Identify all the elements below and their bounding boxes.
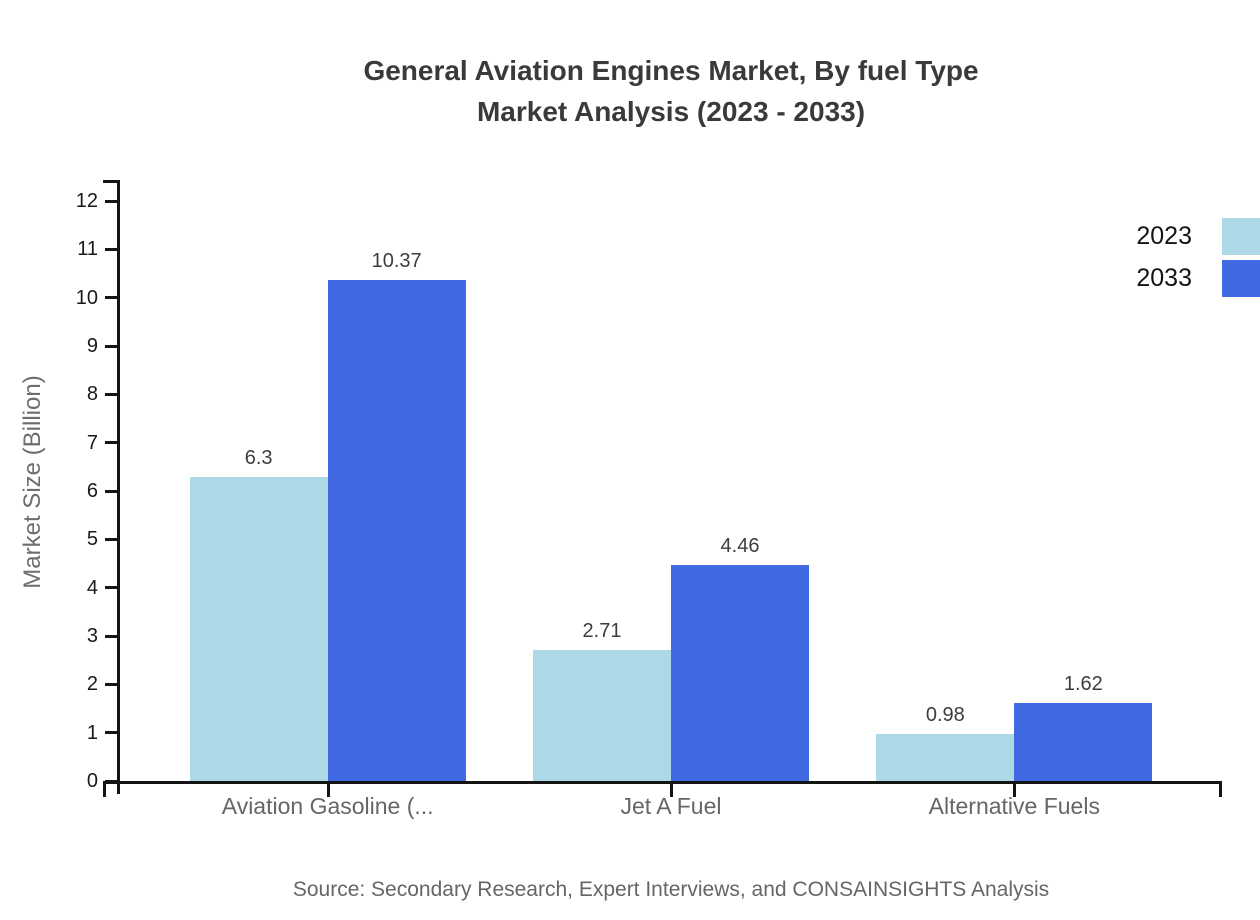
bar-value-label: 1.62 [1063, 672, 1103, 695]
y-tick-label: 5 [86, 528, 98, 551]
x-axis-end-cap [1219, 783, 1222, 797]
chart-title-line2: Market Analysis (2023 - 2033) [476, 96, 866, 127]
y-axis-line [117, 180, 120, 794]
bar-column: 2.71 [532, 620, 671, 781]
bar-group: 0.98 1.62 [843, 180, 1186, 781]
bar-2023-3[interactable] [876, 733, 1015, 781]
bar-column: 4.46 [670, 535, 809, 781]
bar-column: 0.98 [876, 703, 1015, 781]
y-tick [105, 586, 117, 590]
bar-value-label: 2.71 [582, 620, 622, 643]
legend-swatch [1222, 218, 1260, 255]
x-axis-start-cap [103, 783, 106, 797]
x-tick [1013, 784, 1017, 797]
y-axis-top-cap [103, 180, 118, 183]
source-note: Source: Secondary Research, Expert Inter… [292, 878, 1050, 901]
y-tick-label: 11 [77, 238, 98, 261]
legend-item-2033[interactable]: 2033 [1136, 260, 1260, 297]
y-tick-label: 1 [86, 721, 98, 744]
bar-value-label: 6.3 [244, 446, 273, 469]
x-axis-category-labels: Aviation Gasoline (... Jet A Fuel Alternat… [120, 793, 1222, 820]
y-tick-label: 8 [86, 383, 98, 406]
bar-2033-1[interactable] [327, 279, 466, 781]
bars-layer: 6.3 10.37 2.71 4.46 0.98 1.62 [120, 180, 1222, 781]
bar-2023-2[interactable] [532, 650, 671, 781]
y-tick-label: 3 [86, 625, 98, 647]
y-tick [105, 489, 117, 493]
y-tick-label: 6 [86, 480, 98, 502]
x-axis-line [103, 781, 1222, 784]
y-tick-label: 2 [86, 673, 98, 696]
legend-label: 2023 [1136, 222, 1192, 250]
chart-title-line1: General Aviation Engines Market, By fuel… [363, 55, 979, 86]
y-axis-title: Market Size (Billion) [19, 375, 46, 589]
y-tick [105, 199, 117, 203]
category-label-1: Aviation Gasoline (... [221, 793, 434, 819]
y-tick [105, 344, 117, 348]
bar-2033-2[interactable] [670, 565, 809, 781]
y-tick-label: 0 [86, 770, 98, 792]
y-tick-label: 4 [86, 576, 98, 599]
bar-2023-1[interactable] [189, 476, 328, 781]
y-tick [105, 392, 117, 396]
y-tick-label: 12 [75, 190, 98, 212]
bar-2033-3[interactable] [1014, 702, 1153, 781]
bar-value-label: 0.98 [925, 703, 965, 726]
y-tick [105, 682, 117, 686]
chart-title: General Aviation Engines Market, By fuel… [120, 50, 1222, 132]
bar-column: 1.62 [1014, 672, 1153, 781]
legend-swatch [1222, 260, 1260, 297]
bar-column: 6.3 [189, 446, 328, 781]
bar-value-label: 4.46 [720, 535, 760, 558]
y-tick-label: 10 [75, 286, 98, 309]
y-tick-label: 7 [86, 431, 98, 454]
plot-area: 6.3 10.37 2.71 4.46 0.98 1.62 0 1 2 3 4 5 6 7 8 9 10 11 1… [76, 180, 1222, 797]
y-tick [105, 731, 117, 735]
y-tick [105, 247, 117, 251]
bar-group: 2.71 4.46 [499, 180, 842, 781]
y-tick [105, 441, 117, 445]
y-tick [105, 634, 117, 638]
x-tick [326, 784, 330, 797]
legend-item-2023[interactable]: 2023 [1136, 218, 1260, 255]
category-label-2: Jet A Fuel [620, 793, 722, 819]
y-tick-label: 9 [86, 335, 98, 357]
legend-label: 2033 [1136, 264, 1192, 292]
category-label-3: Alternative Fuels [928, 793, 1100, 819]
bar-column: 10.37 [327, 249, 466, 781]
y-tick [105, 779, 117, 783]
y-tick [105, 537, 117, 541]
bar-value-label: 10.37 [371, 249, 422, 272]
y-tick [105, 296, 117, 300]
legend: 2023 2033 [1136, 218, 1260, 302]
bar-group: 6.3 10.37 [156, 180, 499, 781]
x-tick [670, 784, 673, 797]
